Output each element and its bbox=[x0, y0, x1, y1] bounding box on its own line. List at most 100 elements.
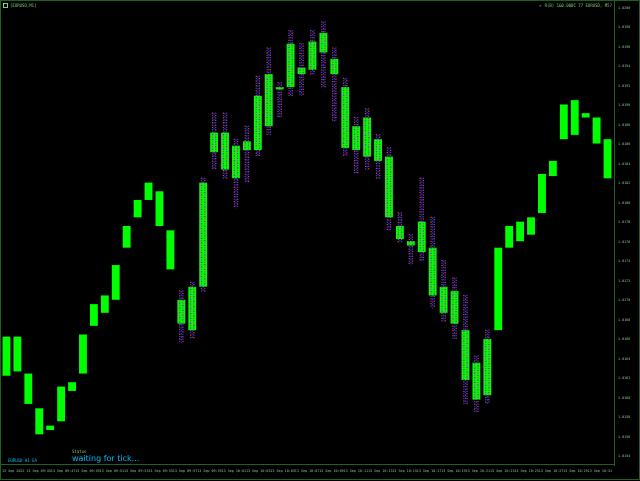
time-tick-label: 13 Sep 10:29 bbox=[563, 469, 588, 473]
tick-dot bbox=[342, 82, 345, 84]
tick-dot bbox=[400, 236, 403, 238]
tick-dot bbox=[291, 56, 293, 58]
tick-dot bbox=[225, 138, 228, 141]
time-axis[interactable]: 13 Sep 2022 13 Sep 09:45 13 Sep 09:47 13 Se… bbox=[0, 464, 614, 481]
candle-body bbox=[516, 221, 525, 242]
candle bbox=[385, 147, 393, 231]
tick-dot bbox=[269, 59, 272, 61]
tick-dot bbox=[189, 310, 192, 312]
tick-dot bbox=[299, 91, 301, 93]
tick-dot bbox=[466, 354, 468, 357]
tick-dot bbox=[463, 385, 465, 388]
candle bbox=[286, 30, 295, 97]
tick-dot bbox=[200, 177, 203, 179]
tick-dot bbox=[258, 145, 261, 147]
tick-dot bbox=[233, 169, 236, 172]
tick-dot bbox=[455, 286, 457, 289]
tick-dot bbox=[389, 207, 392, 209]
tick-dot bbox=[269, 52, 272, 54]
tick-dot bbox=[488, 334, 490, 336]
tick-dot bbox=[441, 260, 443, 262]
tick-dot bbox=[291, 49, 293, 51]
tick-dot bbox=[386, 190, 389, 192]
tick-dot bbox=[408, 241, 410, 243]
tick-dot bbox=[422, 227, 425, 230]
tick-dot bbox=[215, 124, 217, 126]
window-menu-icon[interactable] bbox=[3, 3, 8, 8]
tick-dot bbox=[335, 114, 337, 116]
candlestick-chart[interactable] bbox=[1, 1, 613, 463]
price-tick-label: 1.0186 bbox=[618, 142, 631, 147]
tick-dot bbox=[321, 50, 323, 52]
tick-dot bbox=[466, 321, 468, 323]
tick-dot bbox=[444, 320, 446, 322]
tick-dot bbox=[255, 99, 257, 101]
tick-dot bbox=[269, 95, 272, 97]
tick-dot bbox=[225, 124, 228, 126]
tick-dot bbox=[215, 112, 217, 114]
tick-dot bbox=[346, 154, 348, 156]
tick-dot bbox=[310, 46, 312, 49]
tick-dot bbox=[386, 211, 389, 214]
tick-dot bbox=[222, 167, 225, 170]
candle-body bbox=[505, 226, 514, 248]
tick-dot bbox=[324, 21, 326, 23]
tick-dot bbox=[342, 132, 345, 135]
tick-dot bbox=[353, 121, 356, 124]
tick-dot bbox=[313, 32, 315, 34]
tick-dot bbox=[255, 133, 257, 135]
tick-dot bbox=[236, 169, 239, 172]
tick-dot bbox=[466, 383, 468, 385]
candle-body bbox=[188, 286, 197, 331]
tick-dot bbox=[419, 247, 421, 249]
tick-dot bbox=[357, 133, 359, 135]
price-axis[interactable]: 1.0200 1.0198 1.0196 1.0194 1.0192 1.0190 1.01… bbox=[614, 0, 640, 466]
tick-dot bbox=[247, 156, 250, 159]
tick-dot bbox=[266, 92, 268, 95]
tick-dot bbox=[346, 84, 348, 87]
tick-dot bbox=[179, 328, 181, 331]
chart-plot-area[interactable] bbox=[1, 1, 613, 463]
tick-dot bbox=[452, 298, 454, 301]
tick-dot bbox=[247, 173, 250, 175]
tick-dot bbox=[258, 99, 261, 101]
tick-dot bbox=[302, 43, 304, 45]
tick-dot bbox=[422, 191, 425, 194]
tick-dot bbox=[211, 167, 214, 170]
tick-dot bbox=[466, 385, 468, 388]
tick-dot bbox=[258, 152, 261, 154]
tick-dot bbox=[368, 151, 370, 153]
tick-dot bbox=[419, 249, 421, 251]
tick-dot bbox=[225, 129, 228, 131]
tick-dot bbox=[258, 111, 261, 113]
tick-dot bbox=[324, 59, 326, 62]
tick-dot bbox=[335, 85, 337, 88]
tick-dot bbox=[236, 138, 239, 140]
tick-dot bbox=[189, 312, 192, 315]
tick-dot bbox=[179, 312, 181, 314]
tick-dot bbox=[332, 52, 334, 54]
tick-dot bbox=[225, 117, 228, 119]
tick-dot bbox=[375, 148, 378, 150]
tick-dot bbox=[280, 101, 282, 103]
tick-dot bbox=[288, 42, 290, 44]
tick-dot bbox=[266, 128, 268, 131]
tick-dot bbox=[485, 339, 487, 341]
tick-dot bbox=[466, 345, 468, 347]
tick-dot bbox=[302, 88, 304, 91]
tick-dot bbox=[397, 217, 399, 219]
tick-dot bbox=[378, 155, 381, 158]
price-tick-label: 1.0184 bbox=[618, 161, 631, 166]
tick-dot bbox=[455, 277, 457, 279]
tick-dot bbox=[444, 286, 446, 288]
tick-dot bbox=[291, 51, 293, 53]
tick-dot bbox=[444, 300, 446, 303]
tick-dot bbox=[280, 113, 282, 115]
tick-dot bbox=[441, 267, 443, 269]
tick-dot bbox=[332, 102, 334, 104]
candle bbox=[68, 382, 76, 391]
tick-dot bbox=[244, 139, 246, 142]
tick-dot bbox=[277, 94, 279, 96]
tick-dot bbox=[288, 46, 290, 49]
tick-dot bbox=[433, 264, 435, 267]
